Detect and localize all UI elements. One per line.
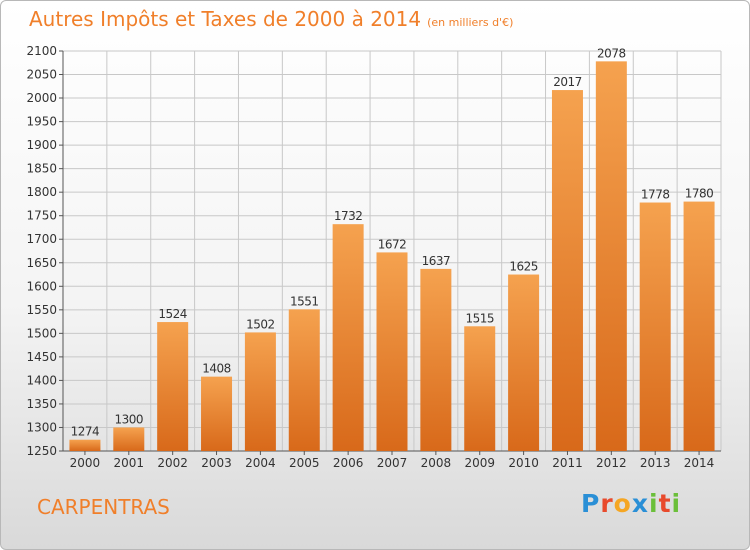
bar-2008 xyxy=(420,268,452,451)
bar-2001 xyxy=(113,427,145,451)
proxiti-logo: Proxiti xyxy=(581,489,681,518)
bar-2007 xyxy=(376,252,408,451)
value-label: 1502 xyxy=(246,317,275,331)
chart-unit-label: (en milliers d'€) xyxy=(427,16,514,29)
x-tick-label: 2001 xyxy=(114,456,145,470)
value-label: 2078 xyxy=(597,46,626,60)
x-tick-label: 2006 xyxy=(333,456,364,470)
y-tick-label: 1700 xyxy=(26,232,57,246)
y-tick-label: 1400 xyxy=(26,373,57,387)
bar-2014 xyxy=(683,201,715,451)
y-tick-label: 1800 xyxy=(26,185,57,199)
x-tick-label: 2009 xyxy=(464,456,495,470)
value-label: 1732 xyxy=(334,209,363,223)
y-tick-label: 1850 xyxy=(26,162,57,176)
x-tick-label: 2013 xyxy=(640,456,671,470)
value-label: 2017 xyxy=(553,75,582,89)
bar-2002 xyxy=(157,322,189,451)
y-tick-label: 1300 xyxy=(26,420,57,434)
y-tick-label: 1250 xyxy=(26,444,57,458)
bar-2012 xyxy=(595,61,627,452)
value-label: 1551 xyxy=(290,294,319,308)
y-tick-label: 1500 xyxy=(26,326,57,340)
x-tick-label: 2008 xyxy=(421,456,452,470)
axes: 1250 1300 1350 1400 1450 1500 1550 1600 1650 1700… xyxy=(26,44,721,470)
y-tick-label: 1750 xyxy=(26,209,57,223)
logo-letter: i xyxy=(649,489,659,518)
x-tick-label: 2000 xyxy=(70,456,101,470)
logo-letter: P xyxy=(581,489,601,518)
y-tick-label: 1450 xyxy=(26,350,57,364)
chart-title: Autres Impôts et Taxes de 2000 à 2014 (en… xyxy=(29,7,513,31)
x-tick-label: 2012 xyxy=(596,456,627,470)
value-label: 1408 xyxy=(202,362,231,376)
value-label: 1274 xyxy=(71,425,100,439)
data-labels: 1274 1300 1524 1408 1502 1551 1732 1672 1637 1515… xyxy=(71,46,714,438)
value-label: 1515 xyxy=(465,311,494,325)
x-tick-label: 2002 xyxy=(157,456,188,470)
chart-title-text: Autres Impôts et Taxes de 2000 à 2014 xyxy=(29,7,422,31)
y-tick-label: 2000 xyxy=(26,91,57,105)
value-label: 1780 xyxy=(685,187,714,201)
y-tick-label: 1350 xyxy=(26,397,57,411)
x-tick-label: 2005 xyxy=(289,456,320,470)
y-tick-label: 1600 xyxy=(26,279,57,293)
value-label: 1300 xyxy=(115,412,144,426)
logo-letter: o xyxy=(613,489,632,518)
y-tick-label: 1950 xyxy=(26,115,57,129)
y-tick-label: 1900 xyxy=(26,138,57,152)
bar-2000 xyxy=(69,439,101,451)
bars xyxy=(69,61,715,452)
x-tick-label: 2010 xyxy=(508,456,539,470)
x-tick-label: 2003 xyxy=(201,456,232,470)
bar-2009 xyxy=(464,326,496,451)
bar-2013 xyxy=(639,202,671,451)
bar-2010 xyxy=(508,274,540,451)
value-label: 1637 xyxy=(422,254,451,268)
logo-letter: i xyxy=(671,489,682,518)
bar-2006 xyxy=(332,224,364,451)
y-tick-label: 1650 xyxy=(26,256,57,270)
logo-letter: r xyxy=(600,489,614,518)
x-tick-label: 2011 xyxy=(552,456,583,470)
value-label: 1778 xyxy=(641,188,670,202)
logo-letter: t xyxy=(658,489,672,518)
value-label: 1625 xyxy=(509,260,538,274)
commune-name: CARPENTRAS xyxy=(37,495,170,519)
bar-2004 xyxy=(244,332,276,451)
bar-2003 xyxy=(201,376,233,451)
y-tick-label: 1550 xyxy=(26,303,57,317)
value-label: 1672 xyxy=(378,237,407,251)
x-tick-label: 2007 xyxy=(377,456,408,470)
bar-2011 xyxy=(551,90,583,451)
y-tick-label: 2050 xyxy=(26,68,57,82)
x-tick-label: 2014 xyxy=(684,456,715,470)
x-tick-label: 2004 xyxy=(245,456,276,470)
y-tick-label: 2100 xyxy=(26,44,57,58)
value-label: 1524 xyxy=(158,307,187,321)
logo-letter: x xyxy=(631,489,649,518)
bar-2005 xyxy=(288,309,320,451)
